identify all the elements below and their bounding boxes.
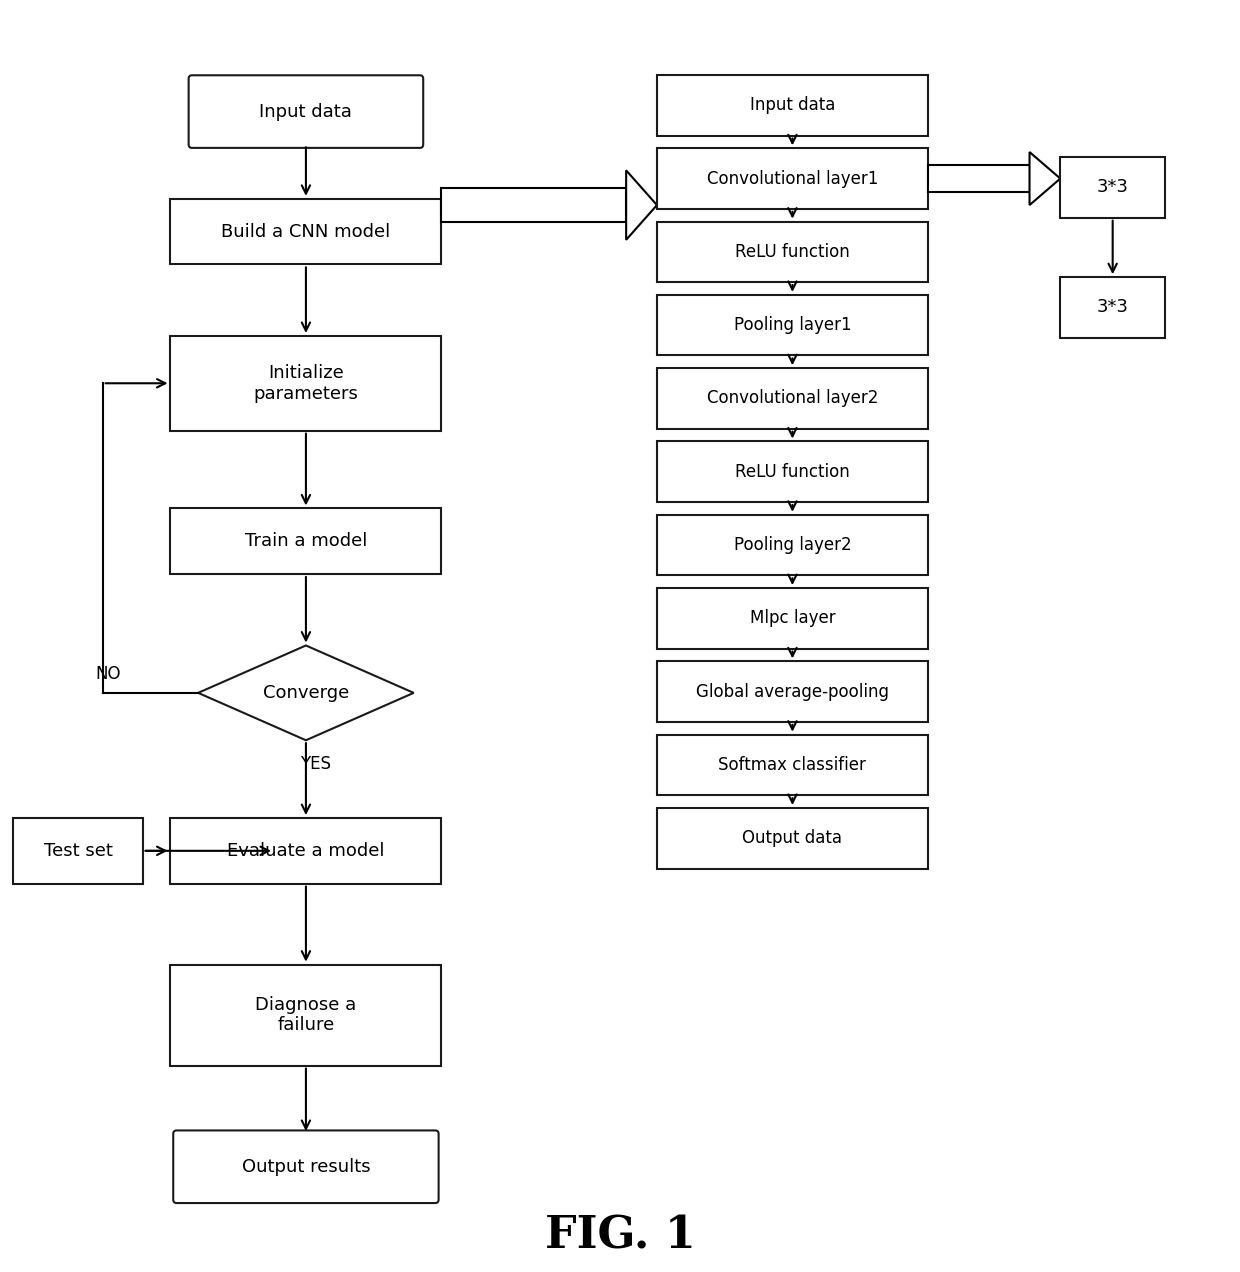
Text: Output results: Output results	[242, 1158, 371, 1175]
Bar	[170, 964, 441, 1066]
Bar	[1060, 156, 1166, 218]
Text: Output data: Output data	[743, 829, 842, 847]
Text: Initialize
parameters: Initialize parameters	[253, 364, 358, 403]
Bar	[928, 165, 1029, 192]
Bar	[657, 441, 928, 502]
Text: 3*3: 3*3	[1096, 178, 1128, 196]
Bar	[657, 75, 928, 136]
Text: ReLU function: ReLU function	[735, 463, 849, 481]
Text: NO: NO	[95, 665, 122, 683]
Bar	[170, 509, 441, 574]
Text: Train a model: Train a model	[244, 532, 367, 551]
Text: Build a CNN model: Build a CNN model	[221, 223, 391, 240]
Bar	[657, 149, 928, 209]
Polygon shape	[198, 645, 414, 740]
Text: YES: YES	[300, 756, 331, 773]
Text: Diagnose a
failure: Diagnose a failure	[255, 996, 357, 1034]
Text: Softmax classifier: Softmax classifier	[718, 756, 867, 773]
Text: Input data: Input data	[750, 97, 835, 114]
FancyBboxPatch shape	[188, 75, 423, 148]
Bar	[657, 734, 928, 795]
Text: Convolutional layer1: Convolutional layer1	[707, 169, 878, 187]
Text: Converge: Converge	[263, 684, 348, 702]
Bar	[657, 588, 928, 649]
Text: Pooling layer2: Pooling layer2	[734, 536, 851, 555]
Text: 3*3: 3*3	[1096, 299, 1128, 317]
Text: Convolutional layer2: Convolutional layer2	[707, 389, 878, 407]
Text: ReLU function: ReLU function	[735, 243, 849, 261]
Bar	[441, 188, 626, 223]
Bar	[657, 295, 928, 355]
Text: Mlpc layer: Mlpc layer	[750, 609, 836, 627]
Bar	[657, 368, 928, 429]
Bar	[14, 818, 143, 884]
Polygon shape	[1029, 153, 1060, 205]
Text: FIG. 1: FIG. 1	[544, 1215, 696, 1258]
Bar	[657, 808, 928, 869]
Bar	[170, 198, 441, 265]
Bar	[657, 515, 928, 575]
Bar	[657, 221, 928, 282]
Polygon shape	[626, 170, 657, 240]
Bar	[170, 336, 441, 431]
Bar	[657, 661, 928, 722]
Text: Global average-pooling: Global average-pooling	[696, 683, 889, 701]
Text: Pooling layer1: Pooling layer1	[734, 317, 851, 335]
Text: Evaluate a model: Evaluate a model	[227, 842, 384, 860]
Bar	[170, 818, 441, 884]
FancyBboxPatch shape	[174, 1131, 439, 1203]
Text: Input data: Input data	[259, 103, 352, 121]
Bar	[1060, 277, 1166, 338]
Text: Test set: Test set	[43, 842, 113, 860]
